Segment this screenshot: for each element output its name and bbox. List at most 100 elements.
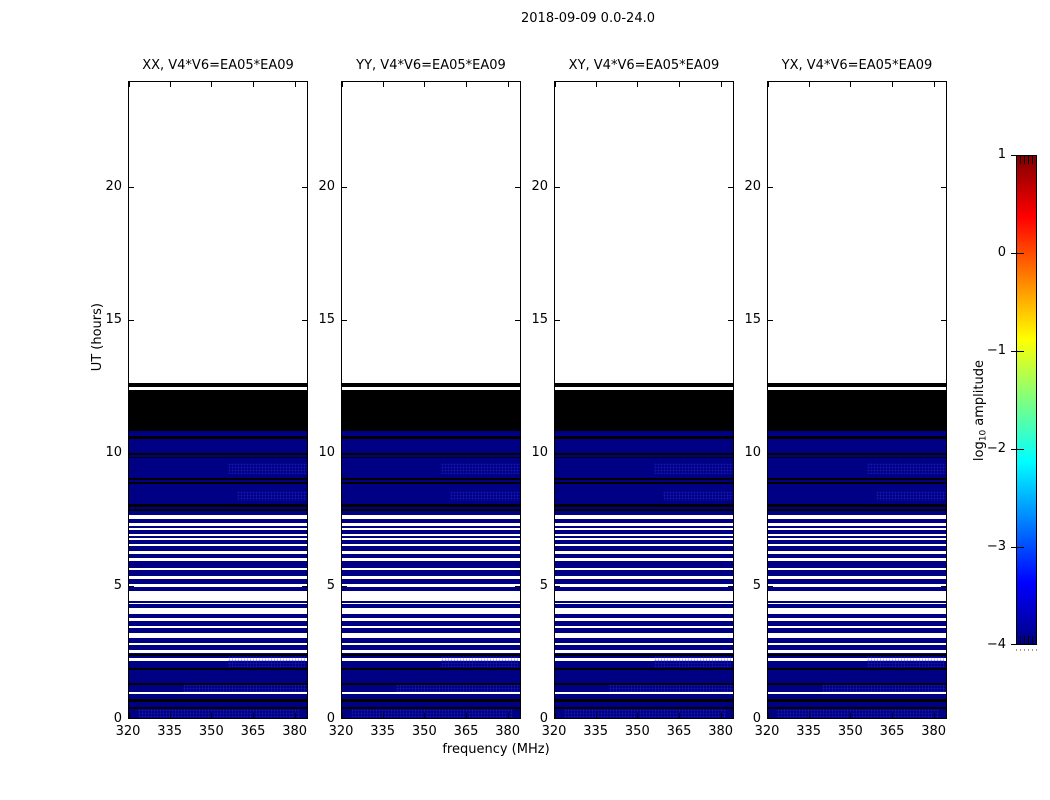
x-tick-label: 350 <box>411 724 437 739</box>
x-tick-label: 335 <box>796 724 822 739</box>
data-band <box>768 591 946 601</box>
x-tick-mark <box>169 82 171 87</box>
data-band <box>129 642 307 646</box>
data-band <box>555 82 733 383</box>
data-band <box>342 602 520 605</box>
noise-speckle <box>609 684 733 693</box>
data-band <box>555 575 733 580</box>
colorbar-label-prefix: log <box>972 441 987 462</box>
data-band <box>555 386 733 391</box>
data-band <box>129 533 307 537</box>
colorbar-tick-mark <box>1011 644 1024 645</box>
data-band <box>342 584 520 588</box>
data-band <box>129 591 307 601</box>
data-band <box>768 452 946 455</box>
data-band <box>342 607 520 615</box>
noise-speckle <box>228 463 307 475</box>
data-band <box>129 632 307 638</box>
data-band <box>555 618 733 622</box>
data-band <box>768 567 946 571</box>
y-tick-mark <box>728 187 733 189</box>
data-band <box>768 533 946 537</box>
data-band <box>768 435 946 439</box>
x-tick-label: 365 <box>666 724 692 739</box>
noise-speckle <box>228 656 306 667</box>
colorbar-tick-mark <box>1011 449 1024 450</box>
colorbar-tick-mark <box>1011 155 1024 156</box>
x-tick-mark <box>595 713 597 718</box>
x-tick-label: 335 <box>583 724 609 739</box>
panel-title-xy: XY, V4*V6=EA05*EA09 <box>568 58 720 73</box>
y-tick-label: 10 <box>531 445 548 461</box>
figure-title: 2018-09-09 0.0-24.0 <box>521 11 655 26</box>
x-tick-label: 320 <box>328 724 354 739</box>
colorbar-tick-label: −1 <box>986 343 1006 358</box>
y-tick-mark <box>302 586 307 588</box>
noise-speckle <box>351 709 513 718</box>
y-tick-mark <box>342 718 347 719</box>
data-band <box>555 567 733 571</box>
data-band <box>768 625 946 629</box>
y-tick-label: 5 <box>539 578 548 594</box>
data-band <box>129 435 307 439</box>
data-band <box>768 699 946 702</box>
x-tick-mark <box>720 82 722 87</box>
data-band <box>342 522 520 526</box>
y-tick-label: 5 <box>326 578 335 594</box>
y-tick-mark <box>342 187 347 189</box>
y-tick-mark <box>768 187 773 189</box>
colorbar-label-suffix: amplitude <box>972 360 987 430</box>
axes-panel-xx <box>128 81 308 719</box>
x-tick-mark <box>424 82 426 87</box>
x-tick-label: 365 <box>879 724 905 739</box>
x-tick-label: 350 <box>198 724 224 739</box>
noise-speckle <box>867 463 946 475</box>
x-tick-mark <box>679 82 680 87</box>
data-band <box>768 386 946 391</box>
data-band <box>768 390 946 432</box>
data-band <box>768 658 946 661</box>
noise-speckle <box>138 709 300 718</box>
data-band <box>342 699 520 702</box>
colorbar-tick-label: −2 <box>986 441 1006 456</box>
data-band <box>342 390 520 432</box>
colorbar-tick-mark <box>1011 547 1024 548</box>
data-band <box>555 653 733 656</box>
x-tick-mark <box>253 82 254 87</box>
x-tick-label: 320 <box>541 724 567 739</box>
data-band <box>129 691 307 694</box>
data-band <box>129 481 307 484</box>
data-band <box>555 522 733 526</box>
noise-speckle <box>654 463 733 475</box>
x-tick-mark <box>294 713 296 718</box>
data-band <box>342 658 520 661</box>
y-tick-mark <box>728 320 733 322</box>
data-band <box>129 452 307 455</box>
data-band <box>768 575 946 580</box>
x-tick-mark <box>850 713 852 718</box>
colorbar-tick-label: −4 <box>986 637 1006 652</box>
data-band <box>768 706 946 709</box>
data-band <box>342 653 520 656</box>
x-tick-label: 365 <box>453 724 479 739</box>
x-tick-mark <box>342 82 343 87</box>
x-axis-label: frequency (MHz) <box>442 742 550 757</box>
data-band <box>555 543 733 546</box>
data-band <box>129 706 307 709</box>
x-tick-mark <box>679 713 680 718</box>
data-band <box>129 607 307 615</box>
y-tick-mark <box>515 453 520 455</box>
data-band <box>768 508 946 512</box>
data-band <box>129 699 307 702</box>
data-band <box>129 390 307 432</box>
y-tick-mark <box>941 718 946 719</box>
y-tick-mark <box>302 320 307 322</box>
data-band <box>342 632 520 638</box>
data-band <box>129 382 307 387</box>
data-band <box>555 650 733 653</box>
noise-speckle <box>237 491 307 501</box>
panel-title-xx: XX, V4*V6=EA05*EA09 <box>142 58 294 73</box>
x-tick-mark <box>555 713 556 718</box>
y-tick-label: 20 <box>531 179 548 195</box>
